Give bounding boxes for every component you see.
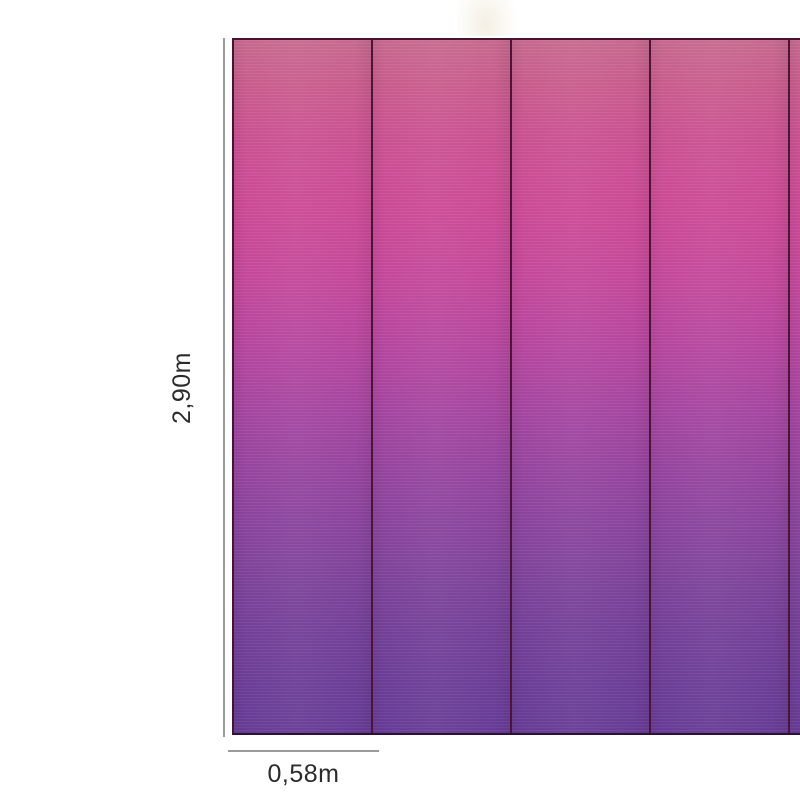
panel-5-cropped (790, 40, 800, 733)
width-dimension-line (228, 750, 379, 752)
panel-assembly (232, 38, 800, 735)
panel-3 (512, 40, 651, 733)
height-dimension-label: 2,90m (168, 352, 196, 424)
panel-2 (373, 40, 512, 733)
panel-top-highlight (455, 0, 517, 36)
panel-1 (234, 40, 373, 733)
width-dimension-label: 0,58m (267, 760, 340, 788)
height-dimension-line (223, 38, 225, 737)
panel-4 (651, 40, 790, 733)
